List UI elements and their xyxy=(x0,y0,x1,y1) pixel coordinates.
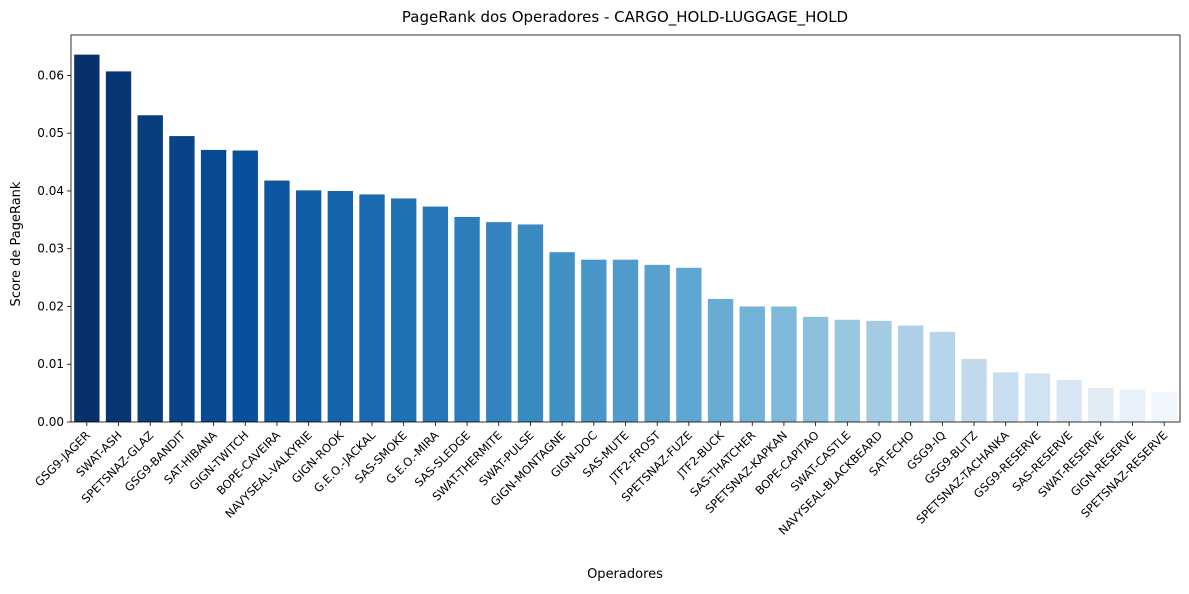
bar-gsg9-reserve xyxy=(1024,373,1051,422)
bar-spetsnaz-fuze xyxy=(676,267,702,422)
bar-swat-castle xyxy=(834,319,860,422)
bar-sas-reserve xyxy=(1056,379,1082,422)
y-tick-label: 0.00 xyxy=(37,415,64,429)
bar-swat-ash xyxy=(105,71,132,422)
bar-spetsnaz-tachanka xyxy=(993,372,1019,422)
bars-group xyxy=(74,54,1177,422)
bar-gsg9-blitz xyxy=(961,359,987,422)
axes-frame xyxy=(70,34,1181,423)
bar-navyseal-blackbeard xyxy=(866,320,892,422)
bar-sat-hibana xyxy=(200,149,227,422)
bar-gign-rook xyxy=(327,190,353,422)
bar-g-e-o-jackal xyxy=(359,194,385,422)
bar-jtf2-frost xyxy=(644,264,670,422)
bar-gsg9-bandit xyxy=(169,136,195,422)
bar-bope-capitao xyxy=(802,316,829,422)
bar-sas-mute xyxy=(612,259,639,422)
y-tick-label: 0.02 xyxy=(37,299,64,313)
bar-spetsnaz-kapkan xyxy=(771,306,797,422)
x-axis-label: Operadores xyxy=(587,567,663,582)
y-tick-label: 0.03 xyxy=(37,242,64,256)
x-axis: GSG9-JAGERSWAT-ASHSPETSNAZ-GLAZGSG9-BAND… xyxy=(32,422,1170,538)
bar-swat-thermite xyxy=(486,222,512,422)
y-tick-label: 0.01 xyxy=(37,357,64,371)
y-axis-label: Score de PageRank xyxy=(9,181,24,306)
bar-swat-pulse xyxy=(517,224,544,422)
bar-gsg9-jager xyxy=(74,54,100,422)
y-tick-label: 0.06 xyxy=(37,68,64,82)
bar-navyseal-valkyrie xyxy=(295,190,322,422)
bar-g-e-o-mira xyxy=(422,206,449,422)
bar-gign-twitch xyxy=(232,150,258,422)
plot-frame xyxy=(70,34,1181,423)
bar-jtf2-buck xyxy=(707,298,734,422)
bar-sat-echo xyxy=(898,325,924,422)
bar-swat-reserve xyxy=(1088,387,1114,422)
y-tick-label: 0.04 xyxy=(37,184,64,198)
bar-gign-doc xyxy=(581,259,607,422)
chart-title: PageRank dos Operadores - CARGO_HOLD-LUG… xyxy=(402,8,848,27)
bar-sas-sledge xyxy=(454,216,480,422)
bar-spetsnaz-reserve xyxy=(1151,391,1177,422)
bar-sas-thatcher xyxy=(739,306,765,422)
bar-gsg9-iq xyxy=(929,331,956,422)
y-tick-label: 0.05 xyxy=(37,126,64,140)
y-axis: 0.00 0.01 0.02 0.03 0.04 0.05 0.06 xyxy=(37,68,71,429)
bar-bope-caveira xyxy=(264,180,290,422)
bar-spetsnaz-glaz xyxy=(137,115,163,422)
bar-gign-reserve xyxy=(1119,389,1146,422)
bar-sas-smoke xyxy=(391,198,417,422)
bar-gign-montagne xyxy=(549,252,575,422)
